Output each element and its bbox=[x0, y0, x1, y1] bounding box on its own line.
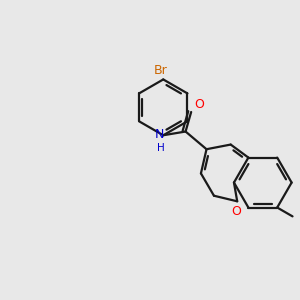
Text: N: N bbox=[155, 128, 164, 141]
Text: O: O bbox=[194, 98, 204, 111]
Text: Br: Br bbox=[154, 64, 168, 77]
Text: O: O bbox=[231, 205, 241, 218]
Text: H: H bbox=[157, 143, 165, 153]
